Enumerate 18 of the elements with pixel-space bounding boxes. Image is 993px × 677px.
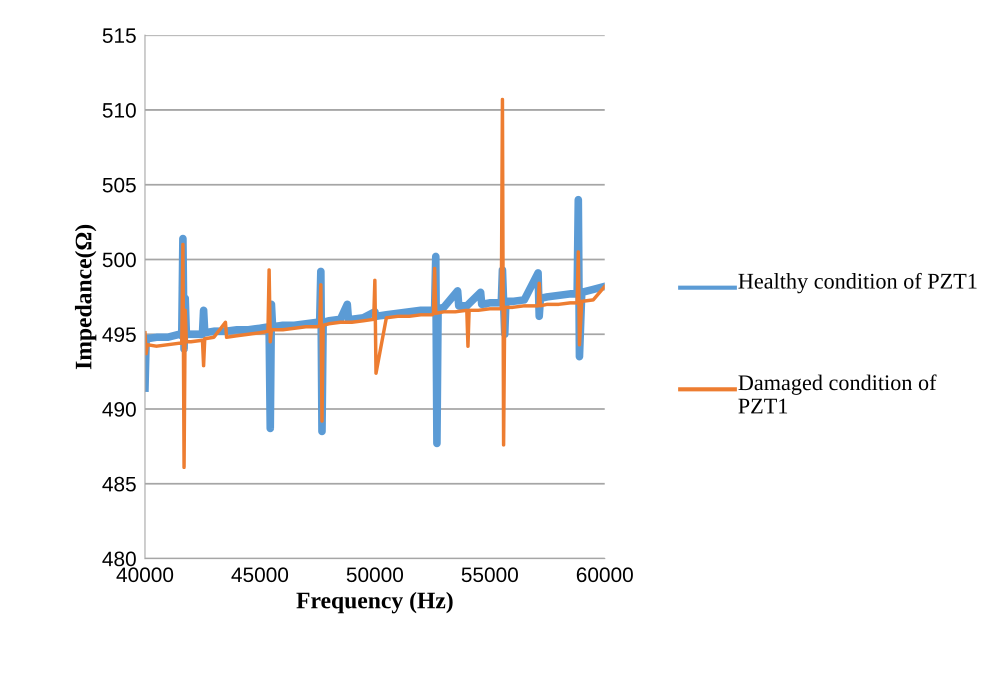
y-tick-label: 495 bbox=[102, 327, 136, 342]
x-axis-title: Frequency (Hz) bbox=[296, 592, 453, 614]
y-axis-title: Impedance(Ω) bbox=[74, 224, 96, 370]
x-tick-label: 45000 bbox=[231, 567, 288, 582]
x-tick-label: 40000 bbox=[116, 567, 174, 582]
legend-label: Damaged condition of PZT1 bbox=[738, 374, 937, 414]
line-series bbox=[144, 98, 605, 470]
y-tick-label: 505 bbox=[102, 178, 136, 192]
y-tick-label: 485 bbox=[102, 476, 136, 492]
y-tick-label: 515 bbox=[102, 28, 136, 43]
y-tick-label: 510 bbox=[102, 102, 136, 118]
x-tick-label: 50000 bbox=[346, 567, 404, 582]
legend-label: Healthy condition of PZT1 bbox=[738, 272, 977, 294]
y-tick-label: 500 bbox=[102, 252, 136, 268]
x-tick-label: 60000 bbox=[576, 567, 633, 582]
y-tick-label: 480 bbox=[102, 552, 136, 566]
x-tick-label: 55000 bbox=[462, 567, 518, 582]
y-tick-label: 490 bbox=[102, 402, 136, 417]
